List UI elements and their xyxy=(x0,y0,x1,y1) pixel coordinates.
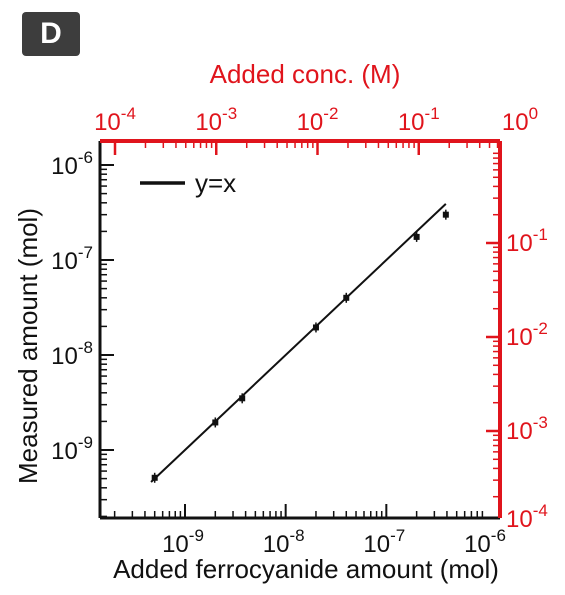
x2-tick-label: 10-1 xyxy=(398,104,440,136)
y-axis-title: Measured amount (mol) xyxy=(13,208,43,484)
x2-tick-label: 10-4 xyxy=(94,104,136,136)
y-tick-label: 10-7 xyxy=(51,243,93,275)
data-point xyxy=(442,209,449,220)
y-tick-label: 10-6 xyxy=(51,148,93,180)
legend: y=x xyxy=(140,168,236,198)
y-tick-label: 10-8 xyxy=(51,338,93,370)
fit-line-y-equals-x xyxy=(150,203,447,483)
x2-tick-label: 100 xyxy=(502,104,538,136)
y2-tick-label: 10-3 xyxy=(506,413,548,445)
top-axis-title: Added conc. (M) xyxy=(210,59,401,89)
data-point xyxy=(151,472,158,483)
x-tick-label: 10-7 xyxy=(363,526,405,558)
y2-tick-label: 10-2 xyxy=(506,319,548,351)
x2-tick-label: 10-3 xyxy=(195,104,237,136)
data-point xyxy=(312,322,319,333)
x-tick-label: 10-9 xyxy=(162,526,204,558)
x-axis-title: Added ferrocyanide amount (mol) xyxy=(113,554,499,584)
y2-tick-label: 10-4 xyxy=(506,501,548,533)
fit-line-layer xyxy=(150,203,447,483)
y-tick-label: 10-9 xyxy=(51,433,93,465)
legend-label: y=x xyxy=(195,168,236,198)
ticks-layer xyxy=(100,141,500,518)
x2-tick-label: 10-2 xyxy=(297,104,339,136)
data-point xyxy=(343,292,350,303)
y2-tick-label: 10-1 xyxy=(506,225,548,257)
panel-label-badge: D xyxy=(22,12,80,56)
data-point xyxy=(239,393,246,404)
x-tick-label: 10-6 xyxy=(464,526,506,558)
x-tick-label: 10-8 xyxy=(263,526,305,558)
points-layer xyxy=(151,209,449,483)
data-point xyxy=(212,417,219,428)
data-point xyxy=(413,231,420,242)
tick-labels-layer: 10-9 10-8 10-7 10-610-910-810-710-610-4 10-3… xyxy=(51,104,548,558)
